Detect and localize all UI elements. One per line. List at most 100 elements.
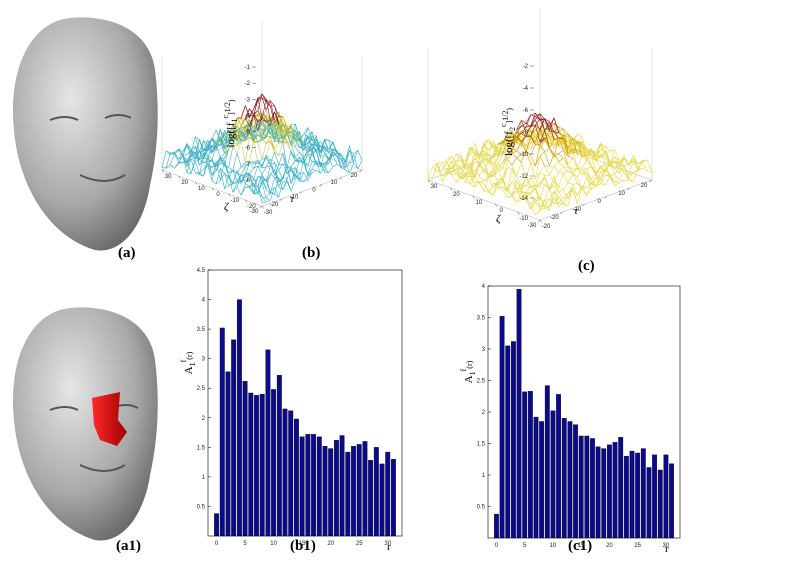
surface-mesh [265,191,271,199]
surface-mesh [324,166,329,174]
surface-mesh [207,144,213,147]
surface-mesh [249,114,254,133]
surface-mesh [535,128,541,142]
zeta-tick-label: -20 [542,224,551,230]
surface-mesh [174,154,179,163]
surface-mesh [553,202,559,205]
surface-mesh [586,151,592,157]
surface-mesh [282,153,288,168]
surface-mesh [633,170,639,182]
y-tick-label: 1 [202,475,206,481]
y-tick-label: 3 [482,347,486,353]
surface-mesh [245,132,250,141]
surface-mesh [224,173,229,186]
surface-mesh [257,139,263,143]
surface-mesh [311,138,317,147]
surface-mesh [190,153,196,159]
surface-mesh [199,158,204,166]
surface-mesh [211,138,217,145]
surface-mesh [349,150,354,155]
surface-mesh [628,179,634,182]
surface-mesh [303,135,309,143]
surface-mesh [270,131,275,134]
surface-mesh [455,178,461,183]
surface-mesh [549,143,555,148]
surface-plot [427,8,653,221]
surface-mesh [278,142,283,144]
y-tick-label: 2 [482,410,486,416]
surface-mesh [282,116,288,130]
bar [391,459,396,537]
surface-mesh [211,137,217,142]
y-tick-label: 2.5 [197,386,206,392]
surface-mesh [605,163,611,167]
surface-mesh [174,149,179,153]
surface-mesh [286,126,292,139]
axis-label-part: A [463,375,475,383]
bar [618,437,624,539]
surface-mesh [549,136,555,149]
surface-mesh [253,113,259,121]
bar [214,513,219,537]
z-tick-label: -2 [245,81,251,87]
surface-mesh [516,190,522,199]
surface-mesh [195,155,200,160]
surface-mesh [274,115,279,124]
surface-mesh [535,133,541,150]
surface-mesh [516,190,522,193]
surface-mesh [224,140,229,154]
surface-mesh [240,105,246,119]
y-tick-label: 4 [202,298,206,304]
surface-mesh [581,141,587,153]
surface-mesh [320,162,325,173]
surface-mesh [228,174,234,193]
bar [556,394,561,539]
bar [333,440,339,537]
surface-mesh [591,179,597,186]
surface-mesh [535,172,541,186]
surface-mesh [521,176,527,189]
surface-mesh [199,140,204,160]
bar [590,438,595,539]
surface-mesh [614,165,620,176]
surface-mesh [441,175,447,182]
surface-mesh [224,138,229,144]
surface-mesh [516,187,522,200]
surface-mesh [315,143,321,158]
surface-mesh [236,125,242,132]
surface-mesh [182,159,188,163]
surface-mesh [521,185,527,189]
surface-mesh [563,138,569,153]
surface-mesh [563,193,569,205]
surface-mesh [432,163,438,178]
surface-mesh [249,132,254,143]
surface-mesh [345,162,350,168]
surface-mesh [586,181,592,189]
bar [265,349,271,537]
surface-mesh [232,146,238,154]
surface-mesh [195,136,200,141]
tau-tick [339,177,343,180]
surface-mesh [295,133,300,148]
surface-mesh [577,185,583,196]
surface-mesh [311,143,317,152]
surface-mesh [332,154,338,165]
surface-mesh [295,167,300,174]
surface-mesh [628,171,634,176]
tau-tick [537,219,541,223]
surface-mesh [516,141,522,152]
surface-mesh [479,164,485,169]
surface-mesh [614,179,620,183]
surface-mesh [307,135,313,138]
surface-mesh [567,171,573,173]
surface-mesh [465,147,471,162]
surface-mesh [328,139,334,144]
surface-mesh [437,162,443,176]
surface-mesh [261,178,267,183]
surface-mesh [511,157,517,166]
surface-mesh [558,127,564,130]
surface-mesh [474,153,480,159]
surface-mesh [516,154,522,159]
surface-mesh [270,105,275,107]
surface-mesh [567,152,573,155]
